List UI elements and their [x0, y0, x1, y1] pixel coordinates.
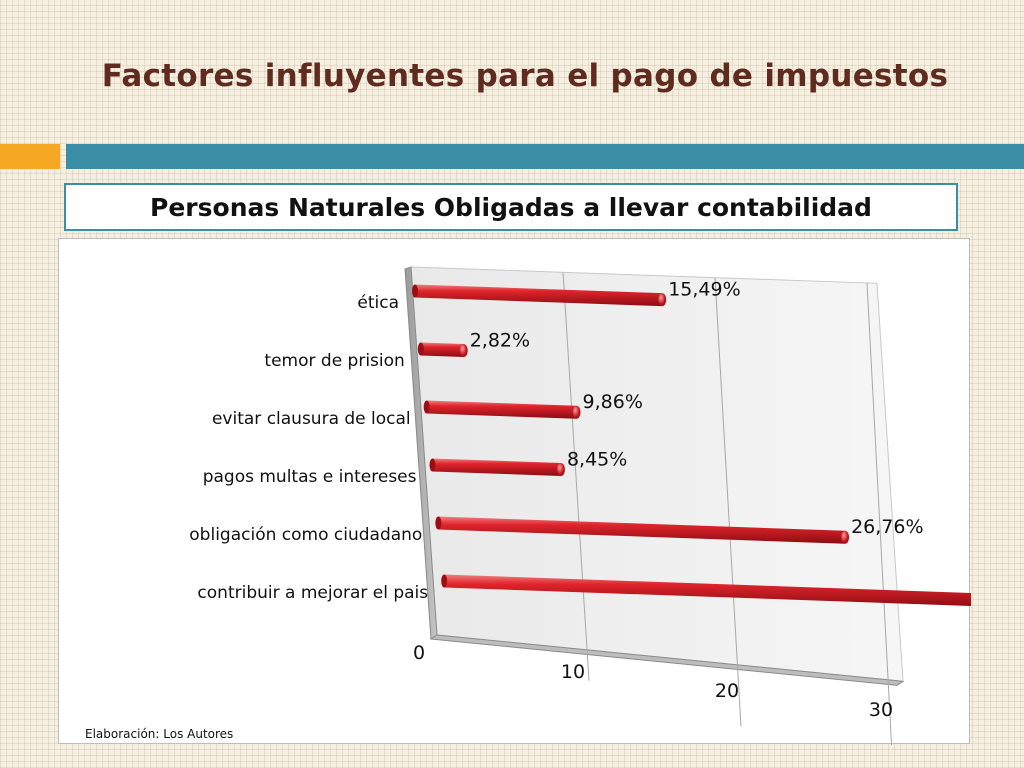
bar [441, 574, 971, 606]
chart-title: Personas Naturales Obligadas a llevar co… [150, 192, 872, 222]
data-label: 15,49% [668, 279, 740, 301]
category-label: pagos multas e intereses [203, 467, 417, 487]
category-label: ética [357, 293, 399, 313]
accent-bar-orange [0, 144, 60, 169]
gridline [562, 272, 590, 681]
bar-chart: 15,49%2,82%9,86%8,45%26,76%36,62% éticat… [189, 266, 971, 745]
gridline [866, 282, 893, 745]
x-tick-label: 10 [561, 661, 585, 683]
x-tick-label: 30 [869, 699, 893, 721]
category-label: contribuir a mejorar el pais [197, 583, 428, 603]
data-label: 26,76% [851, 516, 923, 538]
chart-floor [429, 634, 905, 686]
data-label: 2,82% [470, 330, 530, 352]
x-tick-label: 0 [413, 642, 425, 664]
bar [429, 458, 565, 476]
accent-bar-teal [66, 144, 1024, 169]
bar [417, 342, 468, 358]
gridline [714, 277, 742, 727]
x-tick-label: 20 [715, 680, 739, 702]
category-label: temor de prision [264, 351, 404, 371]
data-label: 8,45% [567, 448, 627, 470]
category-label: evitar clausura de local [212, 409, 411, 429]
chart-title-box: Personas Naturales Obligadas a llevar co… [64, 183, 958, 231]
source-note: Elaboración: Los Autores [85, 727, 234, 741]
chart-area: 15,49%2,82%9,86%8,45%26,76%36,62% éticat… [58, 238, 971, 745]
category-label: obligación como ciudadano [189, 525, 422, 545]
bar [435, 516, 850, 544]
slide-title: Factores influyentes para el pago de imp… [101, 58, 949, 94]
bar [412, 284, 667, 307]
bar [423, 400, 581, 419]
data-label: 9,86% [583, 391, 643, 413]
